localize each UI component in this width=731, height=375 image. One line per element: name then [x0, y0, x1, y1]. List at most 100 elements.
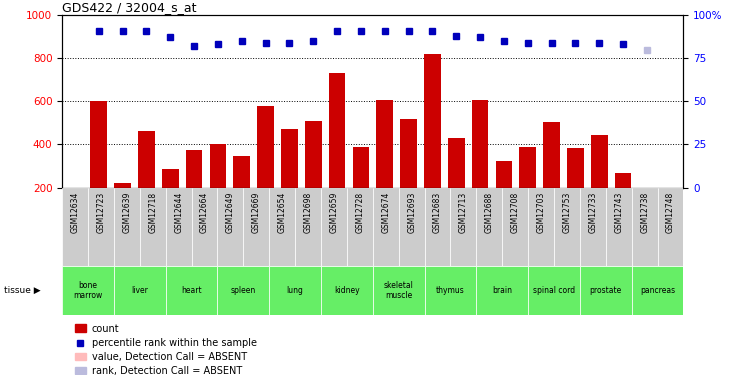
Bar	[166, 188, 192, 266]
Bar	[376, 100, 393, 188]
Text: skeletal
muscle: skeletal muscle	[384, 281, 414, 300]
Bar	[425, 266, 477, 315]
Bar	[580, 188, 606, 266]
Bar	[400, 118, 417, 188]
Bar	[257, 106, 274, 188]
Bar	[75, 352, 86, 360]
Bar	[210, 144, 226, 188]
Bar	[243, 188, 269, 266]
Text: GSM12683: GSM12683	[433, 191, 442, 232]
Text: GSM12713: GSM12713	[459, 191, 468, 232]
Bar	[186, 150, 202, 188]
Bar	[632, 188, 658, 266]
Text: percentile rank within the sample: percentile rank within the sample	[92, 338, 257, 348]
Text: lung: lung	[287, 286, 303, 295]
Bar	[477, 266, 528, 315]
Bar	[615, 174, 632, 188]
Text: thymus: thymus	[436, 286, 465, 295]
Bar	[554, 188, 580, 266]
Bar	[62, 188, 88, 266]
Text: GSM12753: GSM12753	[562, 191, 572, 233]
Text: GSM12693: GSM12693	[407, 191, 416, 233]
Bar	[543, 122, 560, 188]
Text: GSM12743: GSM12743	[614, 191, 624, 233]
Text: GSM12703: GSM12703	[537, 191, 545, 233]
Text: prostate: prostate	[590, 286, 622, 295]
Bar	[138, 132, 155, 188]
Bar	[295, 188, 321, 266]
Bar	[520, 147, 536, 188]
Bar	[321, 266, 373, 315]
Text: GSM12639: GSM12639	[122, 191, 132, 233]
Bar	[373, 266, 425, 315]
Text: GSM12748: GSM12748	[666, 191, 675, 232]
Text: tissue ▶: tissue ▶	[4, 286, 40, 295]
Bar	[218, 266, 269, 315]
Text: GSM12738: GSM12738	[640, 191, 649, 232]
Bar	[471, 100, 488, 188]
Bar	[114, 183, 131, 188]
Bar	[425, 188, 450, 266]
Bar	[567, 148, 584, 188]
Bar	[580, 266, 632, 315]
Text: GSM12659: GSM12659	[330, 191, 338, 233]
Text: GSM12674: GSM12674	[382, 191, 390, 233]
Bar	[91, 101, 107, 188]
Text: GSM12733: GSM12733	[588, 191, 597, 233]
Text: GSM12728: GSM12728	[355, 191, 364, 232]
Text: GSM12723: GSM12723	[96, 191, 105, 232]
Bar	[528, 266, 580, 315]
Bar	[658, 188, 683, 266]
Bar	[632, 266, 683, 315]
Text: GSM12644: GSM12644	[174, 191, 183, 233]
Text: GDS422 / 32004_s_at: GDS422 / 32004_s_at	[62, 1, 197, 14]
Text: count: count	[92, 324, 120, 334]
Bar	[606, 188, 632, 266]
Bar	[140, 188, 166, 266]
Text: rank, Detection Call = ABSENT: rank, Detection Call = ABSENT	[92, 366, 242, 375]
Text: GSM12664: GSM12664	[200, 191, 209, 233]
Bar	[305, 121, 322, 188]
Text: brain: brain	[492, 286, 512, 295]
Bar	[591, 135, 607, 188]
Bar	[528, 188, 554, 266]
Bar	[373, 188, 398, 266]
Bar	[62, 266, 114, 315]
Bar	[450, 188, 477, 266]
Bar	[269, 266, 321, 315]
Text: GSM12718: GSM12718	[148, 191, 157, 232]
Text: value, Detection Call = ABSENT: value, Detection Call = ABSENT	[92, 352, 247, 362]
Text: GSM12708: GSM12708	[511, 191, 520, 232]
Bar	[166, 266, 218, 315]
Bar	[75, 324, 86, 332]
Text: spleen: spleen	[231, 286, 256, 295]
Text: pancreas: pancreas	[640, 286, 675, 295]
Text: GSM12669: GSM12669	[251, 191, 261, 233]
Bar	[424, 54, 441, 188]
Bar	[329, 73, 346, 188]
Text: GSM12698: GSM12698	[303, 191, 313, 232]
Text: GSM12634: GSM12634	[71, 191, 80, 233]
Text: spinal cord: spinal cord	[533, 286, 575, 295]
Bar	[496, 160, 512, 188]
Bar	[114, 188, 140, 266]
Bar	[218, 188, 243, 266]
Text: GSM12654: GSM12654	[278, 191, 287, 233]
Bar	[321, 188, 347, 266]
Bar	[269, 188, 295, 266]
Bar	[352, 147, 369, 188]
Bar	[75, 367, 86, 374]
Bar	[347, 188, 373, 266]
Text: kidney: kidney	[334, 286, 360, 295]
Bar	[88, 188, 114, 266]
Text: liver: liver	[132, 286, 148, 295]
Bar	[162, 169, 178, 188]
Bar	[448, 138, 465, 188]
Bar	[192, 188, 218, 266]
Bar	[398, 188, 425, 266]
Bar	[477, 188, 502, 266]
Text: heart: heart	[181, 286, 202, 295]
Text: bone
marrow: bone marrow	[73, 281, 102, 300]
Text: GSM12649: GSM12649	[226, 191, 235, 233]
Bar	[114, 266, 166, 315]
